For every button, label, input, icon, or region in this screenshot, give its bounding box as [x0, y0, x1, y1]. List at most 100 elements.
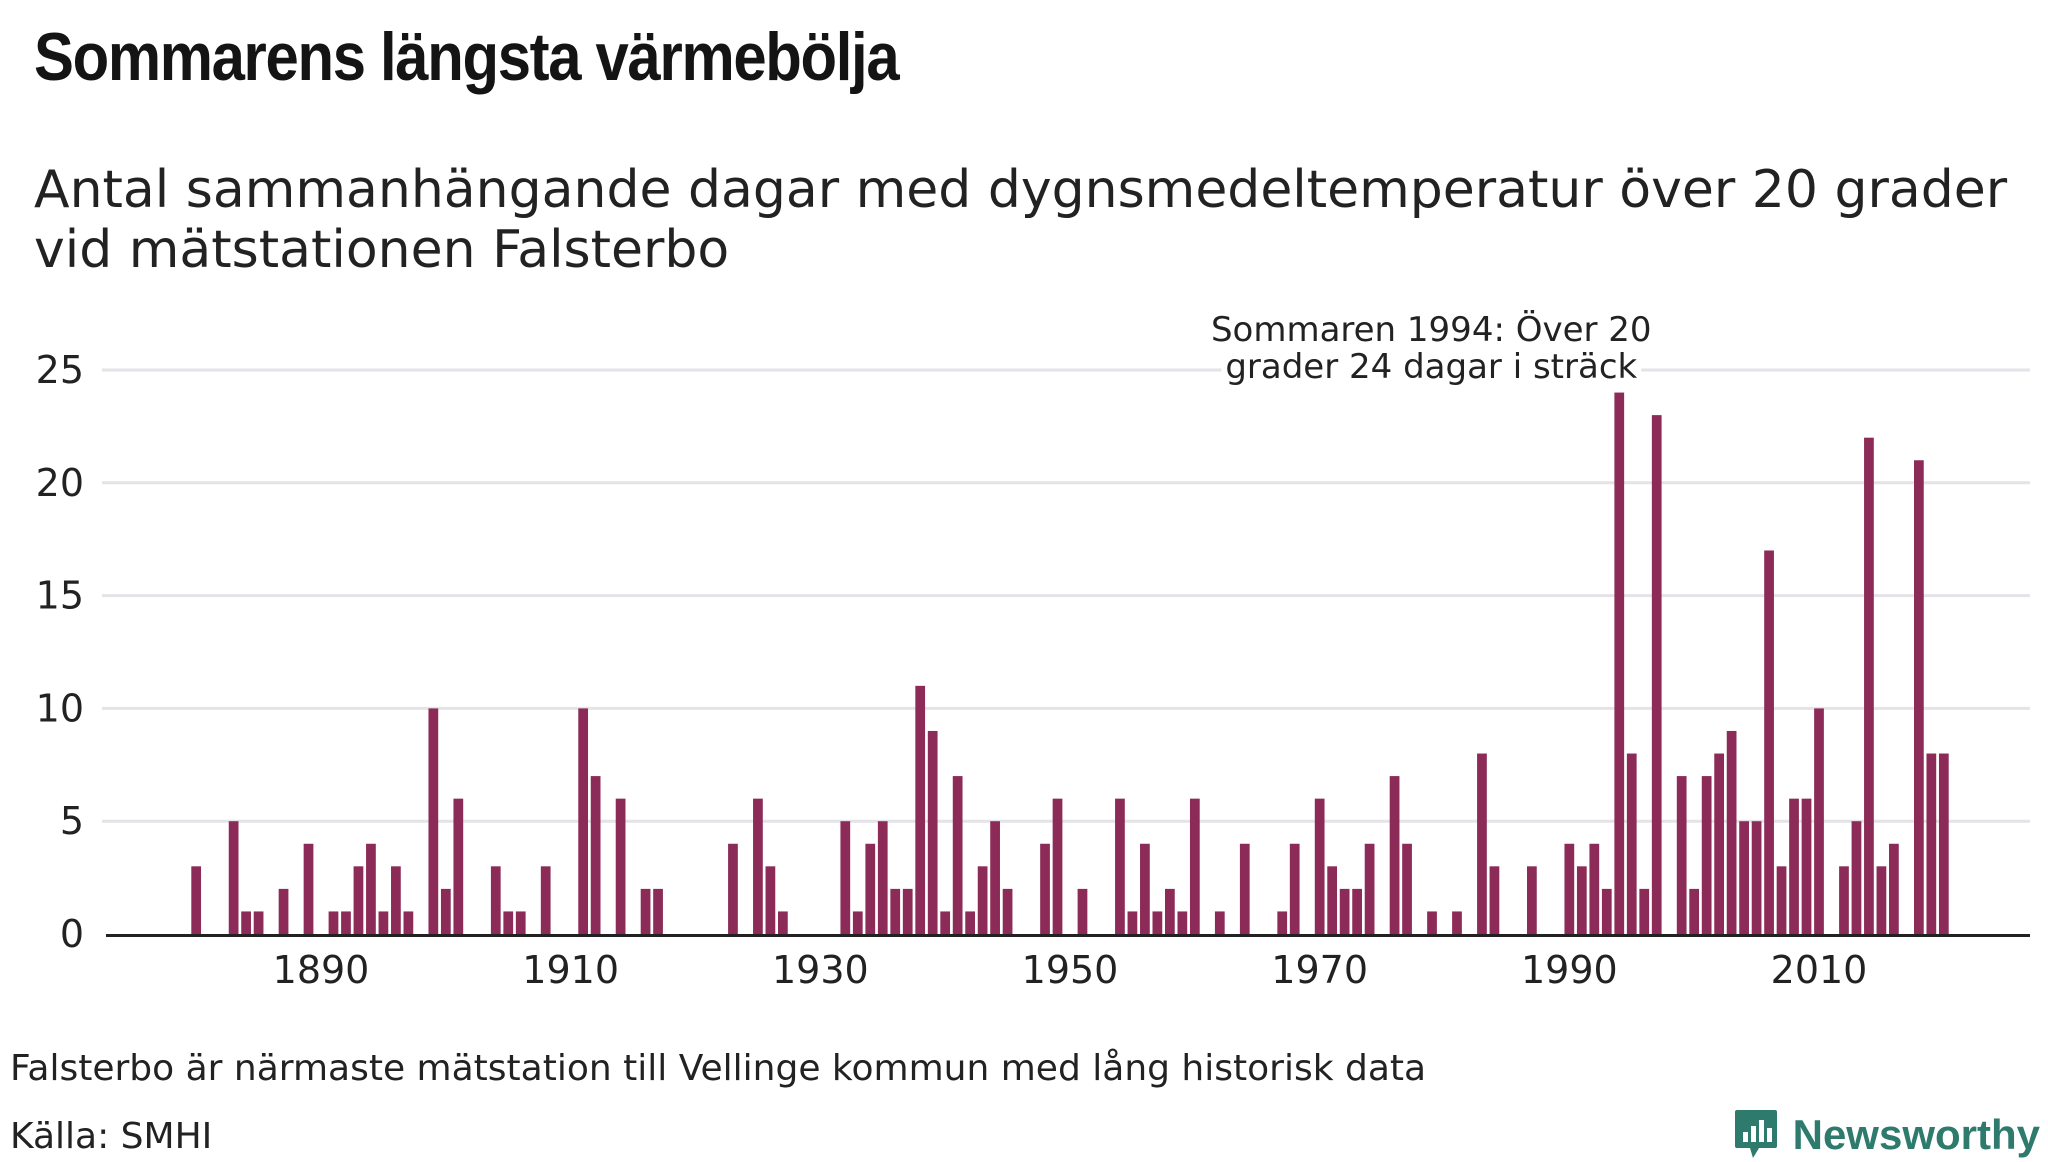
bar	[1289, 843, 1300, 934]
bar	[1689, 888, 1700, 934]
bar	[428, 708, 439, 934]
bar	[353, 866, 364, 934]
bar	[228, 821, 239, 934]
bar	[1814, 708, 1824, 934]
bar	[1189, 798, 1200, 934]
bar	[1714, 753, 1724, 934]
annotation-backdrop	[1221, 350, 1642, 390]
bar	[515, 911, 526, 934]
y-tick-label: 10	[36, 686, 84, 730]
bar	[1277, 911, 1288, 934]
bar	[378, 911, 389, 934]
bar	[1389, 776, 1400, 934]
y-tick-label: 20	[36, 461, 84, 505]
bar	[1851, 821, 1862, 934]
bar	[490, 866, 501, 934]
bar	[1452, 911, 1462, 934]
bar	[965, 911, 975, 934]
bar	[902, 888, 913, 934]
bar	[778, 911, 788, 934]
bar	[1726, 730, 1737, 934]
bar	[1576, 866, 1587, 934]
x-tick-label: 1890	[273, 948, 370, 992]
bar	[1364, 843, 1375, 934]
bar	[1589, 843, 1600, 934]
bar	[940, 911, 951, 934]
bar	[1127, 911, 1138, 934]
bar	[1701, 776, 1712, 934]
x-tick-label: 1970	[1271, 948, 1368, 992]
bar	[253, 911, 264, 934]
bar	[1739, 821, 1749, 934]
y-tick-label: 25	[36, 348, 84, 392]
chart-title: Sommarens längsta värmebölja	[34, 19, 900, 95]
bar	[1889, 843, 1899, 934]
bar	[453, 798, 464, 934]
bar	[1839, 866, 1849, 934]
bar	[540, 866, 551, 934]
bar	[391, 866, 401, 934]
bar	[1876, 866, 1887, 934]
brand-name: Newsworthy	[1792, 1111, 2040, 1158]
subtitle-line-2: vid mätstationen Falsterbo	[34, 220, 730, 280]
bar	[927, 730, 938, 934]
bar	[1651, 415, 1662, 934]
bar	[1214, 911, 1225, 934]
bars	[191, 392, 1949, 934]
bar	[1751, 821, 1762, 934]
bar	[1527, 866, 1537, 934]
bar	[590, 776, 601, 934]
bar	[1077, 888, 1088, 934]
chart-subtitle: Antal sammanhängande dagar med dygnsmede…	[34, 160, 2014, 280]
bar	[1239, 843, 1250, 934]
subtitle-line-1: Antal sammanhängande dagar med dygnsmede…	[34, 160, 2008, 220]
bar	[341, 911, 351, 934]
bar	[1115, 798, 1125, 934]
bar	[1639, 888, 1650, 934]
annotation-line-2: grader 24 dagar i sträck	[1225, 347, 1637, 387]
bar	[653, 888, 663, 934]
bar	[1177, 911, 1188, 934]
bar	[1676, 776, 1687, 934]
bar	[241, 911, 251, 934]
bar	[1339, 888, 1350, 934]
bar	[1938, 753, 1949, 934]
bar	[877, 821, 888, 934]
y-tick-label: 0	[60, 912, 84, 956]
bar	[840, 821, 851, 934]
x-tick-label: 1930	[772, 948, 869, 992]
bar	[328, 911, 339, 934]
x-tick-label: 1990	[1521, 948, 1618, 992]
bar	[1327, 866, 1338, 934]
bar	[1601, 888, 1612, 934]
bar	[191, 866, 202, 934]
x-tick-label: 1910	[522, 948, 619, 992]
bar	[1489, 866, 1500, 934]
bar	[1140, 843, 1150, 934]
y-tick-label: 15	[36, 574, 84, 618]
bar	[1764, 550, 1774, 934]
bar	[366, 843, 376, 934]
bar	[765, 866, 776, 934]
bar	[640, 888, 651, 934]
bar	[1002, 888, 1013, 934]
bar	[990, 821, 1000, 934]
bar	[753, 798, 763, 934]
bar	[1427, 911, 1437, 934]
bar	[952, 776, 963, 934]
bar	[1914, 460, 1924, 934]
bar	[303, 843, 314, 934]
x-tick-label: 1950	[1022, 948, 1119, 992]
bar	[1352, 888, 1362, 934]
brand-logo[interactable]: Newsworthy	[1733, 1108, 2040, 1162]
bar	[1614, 392, 1625, 934]
bar	[503, 911, 514, 934]
chart-caption: Falsterbo är närmaste mätstation till Ve…	[10, 1048, 1427, 1089]
bar	[728, 843, 738, 934]
x-axis: 1890 1910 1930 1950 1970 1990 2010	[106, 934, 2030, 992]
bar	[1165, 888, 1175, 934]
bar	[1152, 911, 1163, 934]
bar	[578, 708, 589, 934]
